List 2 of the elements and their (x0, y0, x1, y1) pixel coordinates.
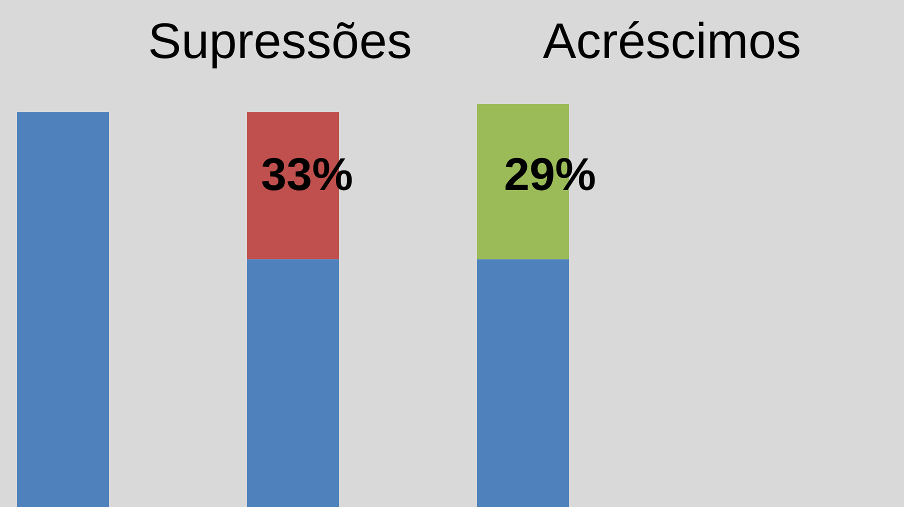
text: Supressões (148, 13, 412, 69)
text: Acréscimos (542, 13, 802, 69)
